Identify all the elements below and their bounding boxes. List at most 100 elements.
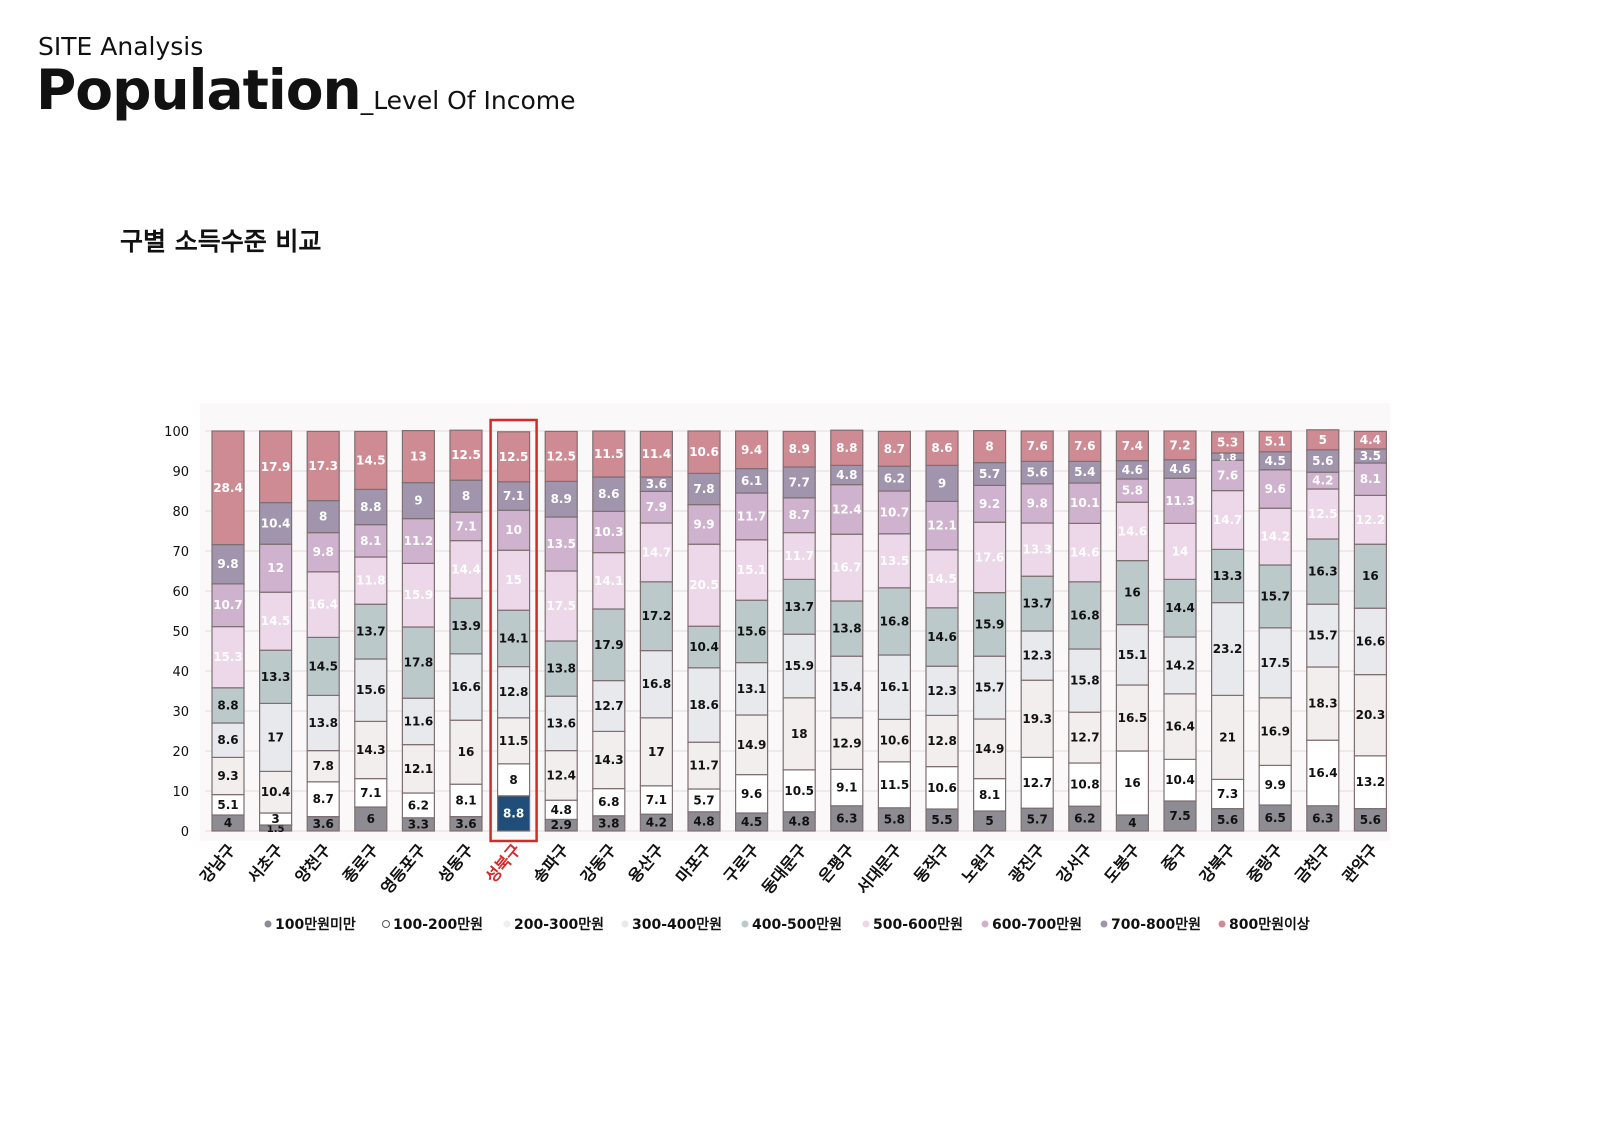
data-label: 11.8: [356, 574, 386, 588]
data-label: 9.3: [217, 769, 238, 783]
data-label: 16: [458, 745, 475, 759]
bar-segment: [1068, 648, 1102, 713]
bar-segment: [639, 649, 674, 719]
data-label: 6.2: [884, 472, 905, 486]
bar-segment: [306, 500, 340, 534]
data-label: 10.1: [1070, 496, 1100, 510]
legend-marker: [862, 920, 870, 928]
data-label: 9.9: [693, 517, 714, 531]
data-label: 5.7: [693, 793, 714, 807]
bar-구로구: 4.5 9.6 14.9 13.1 15.6 15.1 11.7 6.1 9.4: [734, 430, 769, 832]
data-label: 21: [1219, 730, 1236, 744]
data-label: 3.3: [408, 817, 429, 831]
data-label: 10.7: [213, 598, 243, 612]
bar-segment: [639, 522, 674, 583]
data-label: 4.6: [1169, 462, 1190, 476]
x-tick-label: 금천구: [1291, 840, 1334, 886]
bar-도봉구: 4 16 16.5 15.1 16 14.6 5.8 4.6 7.4: [1115, 430, 1150, 832]
data-label: 4: [224, 816, 232, 830]
data-label: 6.2: [1074, 812, 1095, 826]
bar-segment: [401, 792, 435, 819]
data-label: 1.8: [1219, 453, 1237, 464]
data-label: 6.3: [836, 811, 857, 825]
bar-segment: [1163, 578, 1197, 638]
bar-segment: [925, 430, 959, 467]
data-label: 17.8: [404, 656, 434, 670]
data-label: 9.9: [1265, 778, 1286, 792]
x-tick-label: 양천구: [291, 840, 334, 886]
data-label: 10.4: [261, 516, 291, 530]
bar-segment: [1115, 750, 1150, 816]
bar-segment: [877, 718, 912, 763]
bar-양천구: 3.6 8.7 7.8 13.8 14.5 16.4 9.8 8 17.3: [306, 430, 340, 832]
data-label: 16.6: [451, 680, 481, 694]
bar-segment: [734, 714, 769, 776]
bar-segment: [925, 549, 959, 609]
y-tick-label: 30: [172, 705, 189, 720]
data-label: 10.8: [1070, 778, 1100, 792]
bar-segment: [1353, 430, 1388, 450]
bar-segment: [830, 600, 864, 657]
x-tick-label: 성동구: [434, 840, 477, 886]
legend-label: 400-500만원: [752, 917, 842, 933]
data-label: 5: [985, 814, 993, 828]
data-label: 8.9: [551, 492, 572, 506]
bar-segment: [497, 795, 531, 832]
data-label: 13.1: [737, 682, 767, 696]
data-label: 14.5: [356, 453, 386, 467]
data-label: 5.1: [1265, 435, 1286, 449]
bar-송파구: 2.94.8 12.4 13.6 13.8 17.5 13.5 8.9 12.5: [544, 430, 578, 832]
bar-segment: [592, 476, 626, 513]
legend-marker: [1100, 920, 1108, 928]
bar-segment: [1115, 559, 1150, 626]
data-label: 15.7: [975, 681, 1005, 695]
bar-segment: [782, 633, 816, 699]
bar-중랑구: 6.5 9.9 16.9 17.5 15.7 14.2 9.6 4.5 5.1: [1258, 430, 1292, 832]
legend-label: 700-800만원: [1111, 917, 1201, 933]
bar-segment: [1306, 666, 1340, 741]
bar-segment: [544, 516, 578, 572]
bar-segment: [211, 722, 245, 759]
data-label: 14: [1172, 544, 1189, 558]
data-label: 11.2: [404, 534, 434, 548]
chart-title: 구별 소득수준 비교: [120, 227, 322, 256]
bar-segment: [877, 465, 912, 492]
bar-금천구: 6.3 16.4 18.3 15.7 16.3 12.5 4.2 5.6 5: [1306, 429, 1340, 832]
legend-label: 300-400만원: [632, 917, 722, 933]
bar-segment: [1306, 429, 1340, 451]
data-label: 9.2: [979, 497, 1000, 511]
x-tick-label: 중랑구: [1243, 840, 1286, 886]
data-label: 8.1: [360, 534, 381, 548]
bar-segment: [972, 484, 1007, 523]
bar-segment: [497, 431, 531, 483]
data-label: 7.1: [455, 519, 476, 533]
y-tick-label: 40: [172, 665, 189, 680]
bar-용산구: 4.2 7.1 17 16.8 17.2 14.7 7.9 3.6 11.4: [639, 430, 674, 832]
data-label: 8.8: [217, 698, 238, 712]
bar-서초구: 1.53 10.4 17 13.3 14.5 12 10.4 17.9: [259, 430, 293, 835]
data-label: 9: [414, 494, 422, 508]
bar-segment: [497, 549, 531, 611]
data-label: 15.3: [213, 650, 243, 664]
bar-segment: [687, 625, 721, 669]
data-label: 12.3: [927, 684, 957, 698]
x-tick-label: 광진구: [1005, 840, 1048, 886]
data-label: 9.8: [217, 557, 238, 571]
legend-marker: [741, 920, 749, 928]
bar-segment: [1068, 805, 1102, 832]
data-label: 13.7: [1022, 597, 1052, 611]
bar-segment: [259, 649, 293, 705]
bar-segment: [401, 482, 435, 520]
data-label: 15.7: [1308, 629, 1338, 643]
data-label: 15.6: [737, 624, 767, 638]
data-label: 9.8: [1027, 496, 1048, 510]
bar-segment: [1020, 679, 1054, 759]
data-label: 16: [1362, 569, 1379, 583]
data-label: 16.8: [642, 677, 672, 691]
bar-영등포구: 3.3 6.2 12.1 11.6 17.8 15.9 11.2 9 13: [401, 430, 435, 832]
data-label: 2.9: [551, 818, 572, 832]
bar-segment: [1306, 805, 1340, 832]
data-label: 7.1: [503, 489, 524, 503]
data-label: 11.7: [689, 759, 719, 773]
